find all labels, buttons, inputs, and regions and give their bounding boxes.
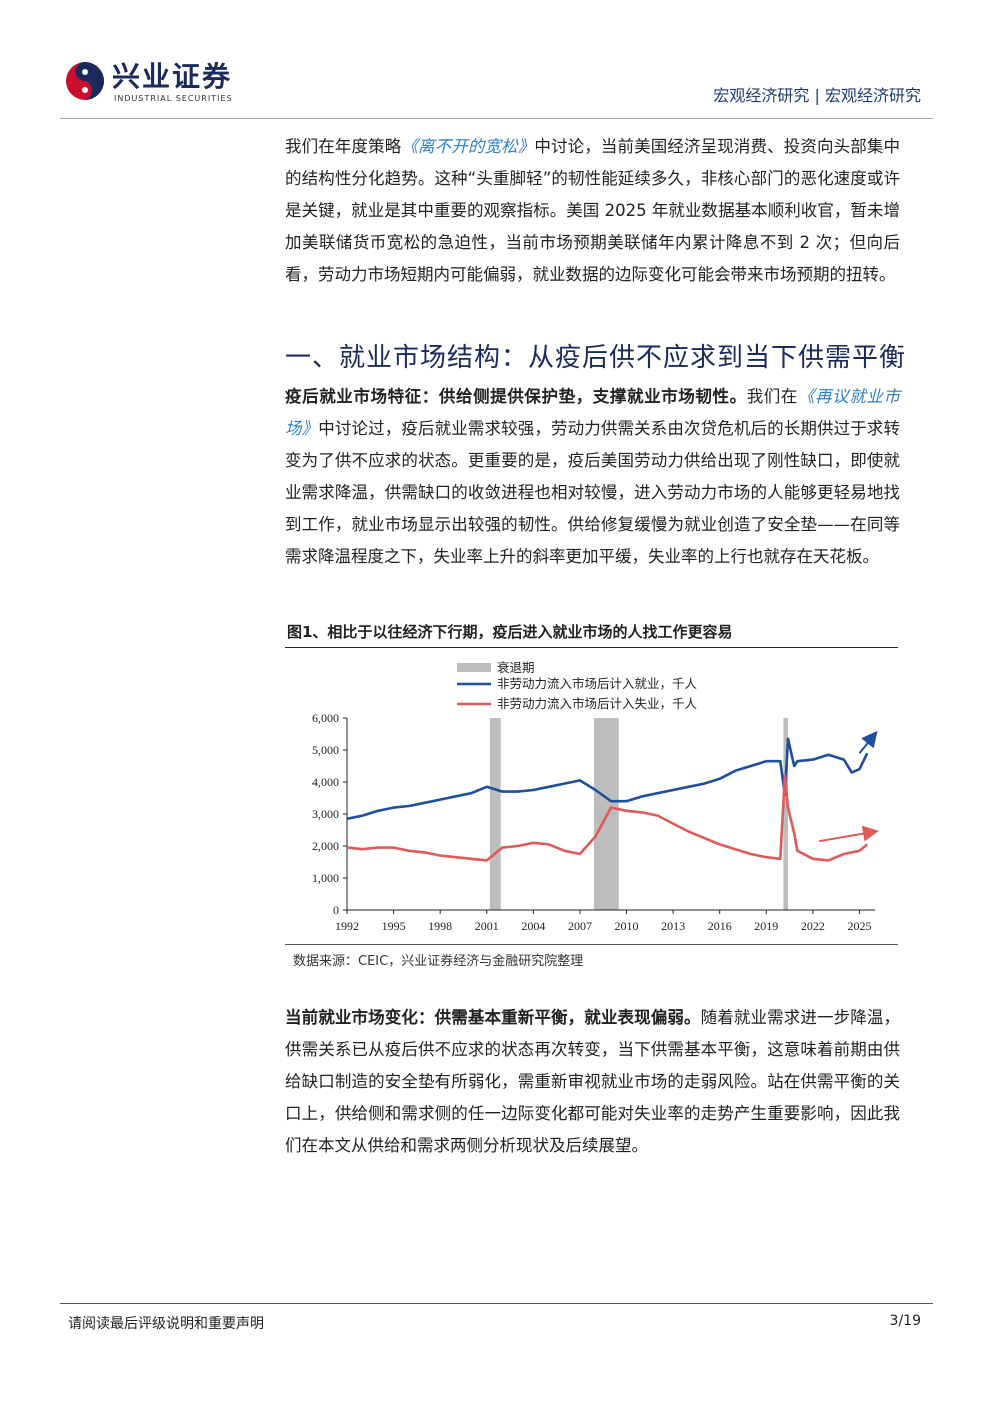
legend-label-1: 非劳动力流入市场后计入失业，千人 xyxy=(497,696,698,711)
paragraph-intro: 我们在年度策略《离不开的宽松》中讨论，当前美国经济呈现消费、投资向头部集中的结构… xyxy=(285,131,900,291)
x-tick-label-5: 2007 xyxy=(568,919,592,933)
y-tick-label-5: 5,000 xyxy=(312,743,339,757)
para2-text-pre: 我们在 xyxy=(746,387,799,406)
employment-trend-arrow xyxy=(858,730,878,754)
section-heading: 一、就业市场结构：从疫后供不应求到当下供需平衡 xyxy=(285,343,907,373)
x-tick-label-2: 1998 xyxy=(428,919,452,933)
x-tick-label-4: 2004 xyxy=(521,919,545,933)
page-header: 兴业证券 INDUSTRIAL SECURITIES 宏观经济研究 | 宏观经济… xyxy=(60,52,933,119)
y-tick-label-2: 2,000 xyxy=(312,839,339,853)
figure-bottom-rule xyxy=(285,944,898,945)
brand-name: 兴业证券 xyxy=(112,60,233,93)
x-tick-label-0: 1992 xyxy=(335,919,359,933)
employment-flow-chart: 0 1,000 2,000 3,000 4,000 5,000 6,000 1992 1995 1… xyxy=(312,660,879,933)
intro-text-post: 中讨论，当前美国经济呈现消费、投资向头部集中的结构性分化趋势。这种“头重脚轻”的… xyxy=(285,137,900,284)
x-tick-label-8: 2016 xyxy=(708,919,732,933)
brand-name-en: INDUSTRIAL SECURITIES xyxy=(114,94,233,103)
section-title: 宏观经济研究 | 宏观经济研究 xyxy=(713,86,921,105)
footer-rule xyxy=(60,1303,933,1304)
intro-text-pre: 我们在年度策略 xyxy=(285,137,402,156)
para3-text: 随着就业需求进一步降温，供需关系已从疫后供不应求的状态再次转变，当下供需基本平衡… xyxy=(285,1008,900,1155)
paragraph-postpandemic: 疫后就业市场特征：供给侧提供保护垫，支撑就业市场韧性。我们在《再议就业市场》中讨… xyxy=(285,381,900,573)
recession-bar-0 xyxy=(489,718,501,910)
figure-top-rule xyxy=(285,647,898,648)
unemployment-trend-arrow xyxy=(818,825,879,843)
x-tick-label-9: 2019 xyxy=(754,919,778,933)
paragraph-lead: 疫后就业市场特征：供给侧提供保护垫，支撑就业市场韧性。 xyxy=(285,387,747,406)
legend-label-0: 非劳动力流入市场后计入就业，千人 xyxy=(497,676,698,691)
paragraph-current: 当前就业市场变化：供需基本重新平衡，就业表现偏弱。随着就业需求进一步降温，供需关… xyxy=(285,1002,900,1162)
series-line-1 xyxy=(346,774,869,862)
y-tick-label-3: 3,000 xyxy=(312,807,339,821)
x-tick-label-3: 2001 xyxy=(475,919,499,933)
paragraph-lead: 当前就业市场变化：供需基本重新平衡，就业表现偏弱。 xyxy=(285,1008,701,1027)
employment-report-link[interactable]: 《再议就业市场》 xyxy=(285,387,901,438)
legend-label-recession: 衰退期 xyxy=(497,660,535,675)
recession-bar-2 xyxy=(783,718,789,910)
series-line-0 xyxy=(346,737,869,821)
y-tick-label-6: 6,000 xyxy=(312,711,339,725)
y-tick-label-1: 1,000 xyxy=(312,871,339,885)
x-tick-label-11: 2025 xyxy=(847,919,871,933)
strategy-report-link[interactable]: 《离不开的宽松》 xyxy=(401,137,535,156)
para2-text-post: 中讨论过，疫后就业需求较强，劳动力供需关系由次贷危机后的长期供过于求转变为了供不… xyxy=(285,419,900,566)
logo-icon xyxy=(66,62,104,100)
figure-title: 图1、相比于以往经济下行期，疫后进入就业市场的人找工作更容易 xyxy=(287,623,733,641)
x-tick-label-10: 2022 xyxy=(801,919,825,933)
company-logo: 兴业证券 INDUSTRIAL SECURITIES xyxy=(64,58,284,106)
page-number: 3/19 xyxy=(889,1313,921,1329)
legend-swatch-recession xyxy=(457,663,491,672)
footer-disclaimer: 请阅读最后评级说明和重要声明 xyxy=(68,1316,264,1332)
figure-source: 数据来源：CEIC，兴业证券经济与金融研究院整理 xyxy=(293,954,584,969)
x-tick-label-1: 1995 xyxy=(382,919,406,933)
y-tick-label-0: 0 xyxy=(333,903,339,917)
x-tick-label-7: 2013 xyxy=(661,919,685,933)
y-tick-label-4: 4,000 xyxy=(312,775,339,789)
x-tick-label-6: 2010 xyxy=(615,919,639,933)
